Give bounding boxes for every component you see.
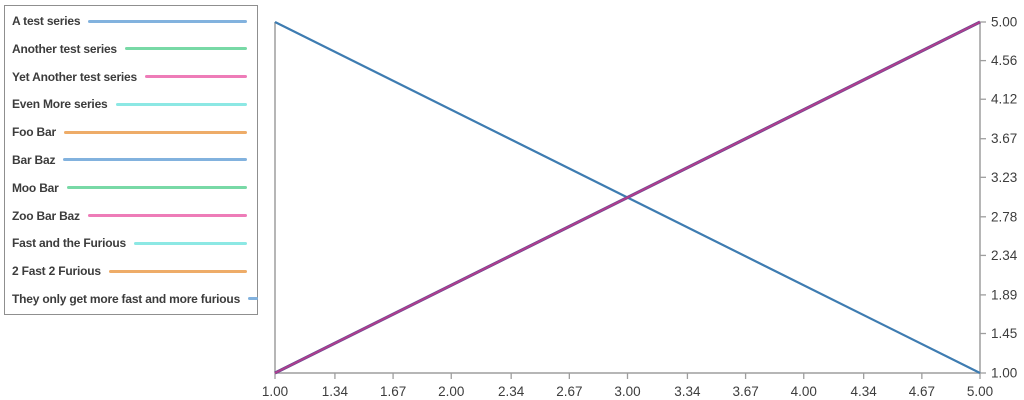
y-tick-label: 2.78 — [991, 209, 1017, 224]
legend-item-label: They only get more fast and more furious — [12, 291, 241, 306]
y-tick-label: 1.45 — [991, 326, 1017, 341]
legend-item-label: Bar Baz — [12, 152, 56, 167]
legend-line-swatch — [66, 186, 247, 190]
y-tick-label: 2.34 — [991, 248, 1018, 263]
y-tick-label: 4.12 — [991, 92, 1017, 107]
x-tick-label: 3.00 — [614, 384, 640, 399]
legend-line-swatch — [115, 102, 247, 106]
x-tick-label: 4.34 — [851, 384, 878, 399]
legend-item[interactable]: Another test series — [12, 41, 247, 57]
legend-item-label: Fast and the Furious — [12, 236, 127, 251]
legend-item-label: Foo Bar — [12, 125, 56, 140]
legend-item[interactable]: Moo Bar — [12, 180, 247, 196]
legend-item[interactable]: Even More series — [12, 96, 247, 112]
series-line-ascending-diagonal-overlapping-series — [274, 21, 981, 374]
x-tick-label: 1.67 — [380, 384, 406, 399]
legend-item[interactable]: They only get more fast and more furious — [12, 291, 259, 307]
x-tick-label: 1.00 — [262, 384, 288, 399]
legend-line-swatch — [145, 75, 247, 79]
legend-line-swatch — [248, 297, 259, 301]
legend-line-swatch — [63, 130, 247, 134]
y-tick-label: 3.67 — [991, 131, 1017, 146]
x-tick-label: 4.67 — [909, 384, 935, 399]
legend-line-swatch — [87, 214, 247, 218]
legend-item-label: 2 Fast 2 Furious — [12, 264, 101, 279]
y-tick-label: 5.00 — [991, 15, 1017, 30]
legend-line-swatch — [88, 19, 247, 23]
x-tick-label: 1.34 — [322, 384, 349, 399]
y-tick-label: 1.00 — [991, 366, 1017, 381]
legend-item[interactable]: Yet Another test series — [12, 69, 247, 85]
legend-item-label: Yet Another test series — [12, 69, 138, 84]
y-tick-label: 1.89 — [991, 287, 1017, 302]
legend-box: A test series Another test series Yet Anot… — [4, 5, 259, 315]
legend-item-label: Another test series — [12, 41, 117, 56]
legend-item-label: Even More series — [12, 97, 108, 112]
legend-item[interactable]: Zoo Bar Baz — [12, 208, 247, 224]
legend-line-swatch — [124, 47, 247, 51]
legend-item-label: A test series — [12, 14, 81, 28]
x-tick-label: 2.67 — [556, 384, 582, 399]
legend-item-label: Moo Bar — [12, 180, 59, 195]
y-tick-label: 3.23 — [991, 170, 1017, 185]
x-tick-label: 4.00 — [791, 384, 817, 399]
legend-item[interactable]: A test series — [12, 13, 247, 29]
x-tick-label: 2.00 — [438, 384, 464, 399]
legend-line-swatch — [63, 158, 247, 162]
x-tick-label: 3.34 — [674, 384, 701, 399]
x-tick-label: 2.34 — [498, 384, 525, 399]
legend-line-swatch — [134, 241, 247, 245]
legend-item-label: Zoo Bar Baz — [12, 208, 80, 223]
legend-item[interactable]: Foo Bar — [12, 124, 247, 140]
legend-line-swatch — [108, 269, 247, 273]
x-tick-label: 5.00 — [967, 384, 993, 399]
x-tick-label: 3.67 — [732, 384, 758, 399]
legend-item[interactable]: Fast and the Furious — [12, 235, 247, 251]
legend-item[interactable]: 2 Fast 2 Furious — [12, 263, 247, 279]
legend-item[interactable]: Bar Baz — [12, 152, 247, 168]
y-tick-label: 4.56 — [991, 53, 1017, 68]
